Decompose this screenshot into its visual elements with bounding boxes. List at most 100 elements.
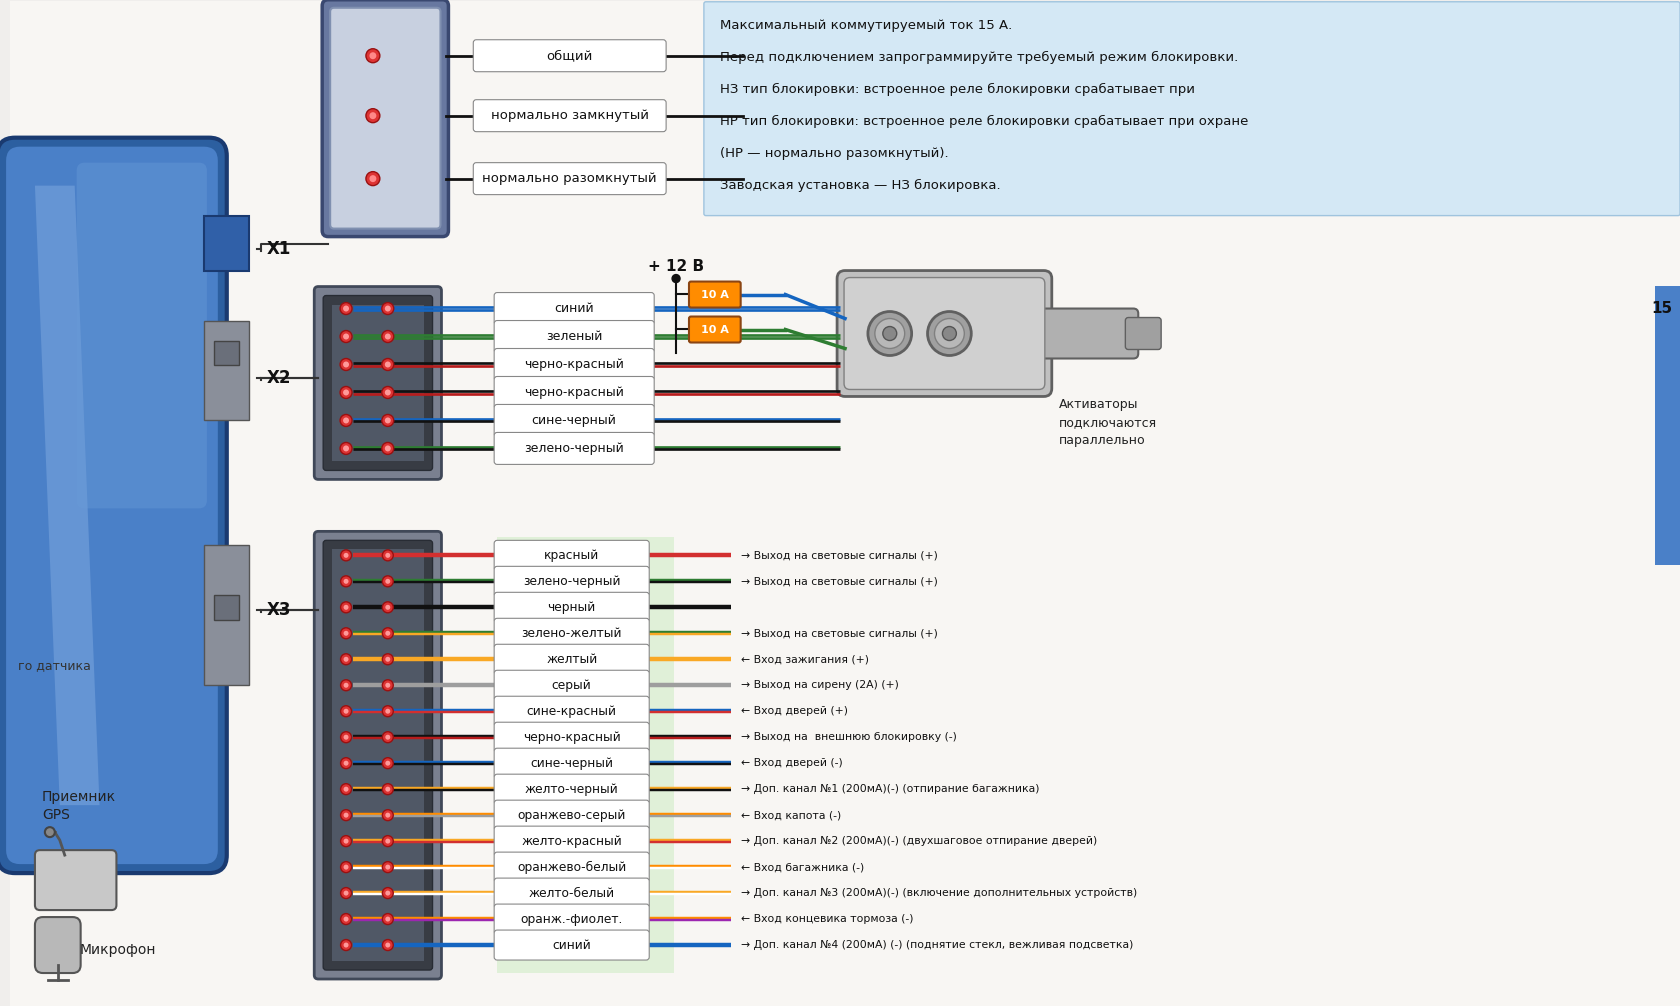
Text: + 12 В: + 12 В [647,259,704,274]
Text: → Выход на световые сигналы (+): → Выход на световые сигналы (+) [741,629,937,638]
Text: Заводская установка — НЗ блокировка.: Заводская установка — НЗ блокировка. [719,179,1000,192]
Circle shape [381,414,393,427]
Text: ← Вход капота (-): ← Вход капота (-) [741,810,840,820]
Circle shape [385,864,390,869]
Text: серый: серый [551,679,591,692]
FancyBboxPatch shape [494,878,648,908]
Text: → Выход на сирену (2А) (+): → Выход на сирену (2А) (+) [741,680,899,690]
FancyBboxPatch shape [494,321,654,352]
Text: оранж.-фиолет.: оранж.-фиолет. [521,912,623,926]
FancyBboxPatch shape [494,376,654,408]
Circle shape [385,916,390,921]
Circle shape [381,303,393,315]
Circle shape [343,813,348,818]
Circle shape [385,306,390,312]
FancyBboxPatch shape [474,163,665,194]
Circle shape [366,172,380,186]
Circle shape [339,358,351,370]
Circle shape [381,731,393,742]
FancyBboxPatch shape [837,271,1052,396]
Circle shape [381,386,393,398]
Text: сине-красный: сине-красный [526,705,617,717]
Polygon shape [35,186,99,805]
FancyBboxPatch shape [1038,309,1137,358]
Circle shape [341,940,351,951]
Circle shape [343,417,349,424]
Text: красный: красный [544,549,600,561]
Circle shape [341,731,351,742]
Circle shape [341,575,351,586]
Text: → Выход на  внешнюю блокировку (-): → Выход на внешнюю блокировку (-) [741,732,956,742]
Circle shape [385,389,390,395]
Circle shape [381,836,393,847]
Circle shape [341,913,351,925]
FancyBboxPatch shape [494,775,648,804]
Text: ← Вход дверей (-): ← Вход дверей (-) [741,759,842,769]
FancyBboxPatch shape [323,0,449,236]
Text: → Выход на световые сигналы (+): → Выход на световые сигналы (+) [741,576,937,586]
Text: зелено-желтый: зелено-желтый [521,627,622,640]
FancyBboxPatch shape [494,644,648,674]
Circle shape [385,361,390,367]
Text: нормально разомкнутый: нормально разомкнутый [482,172,657,185]
Circle shape [343,306,349,312]
Circle shape [381,602,393,613]
Circle shape [343,389,349,395]
Circle shape [381,628,393,639]
Circle shape [339,386,351,398]
Bar [203,545,249,685]
Text: Микрофон: Микрофон [79,943,156,957]
FancyBboxPatch shape [494,670,648,700]
Text: 10 А: 10 А [701,290,729,300]
Bar [333,305,423,462]
FancyBboxPatch shape [494,540,648,570]
Circle shape [343,657,348,662]
Text: Приемник
GPS: Приемник GPS [42,790,116,822]
Circle shape [385,787,390,792]
Text: зеленый: зеленый [546,330,601,343]
FancyBboxPatch shape [494,404,654,437]
Text: → Доп. канал №4 (200мА) (-) (поднятие стекл, вежливая подсветка): → Доп. канал №4 (200мА) (-) (поднятие ст… [741,940,1132,950]
Circle shape [343,734,348,739]
Circle shape [381,784,393,795]
FancyBboxPatch shape [474,40,665,71]
FancyBboxPatch shape [314,531,442,979]
FancyBboxPatch shape [494,348,654,380]
Circle shape [385,709,390,713]
Circle shape [343,916,348,921]
Text: желто-черный: желто-черный [524,783,618,796]
Circle shape [874,319,904,348]
FancyBboxPatch shape [494,748,648,779]
Text: желто-красный: желто-красный [521,835,622,848]
Circle shape [339,414,351,427]
Circle shape [385,605,390,610]
Circle shape [385,553,390,558]
Circle shape [370,175,376,182]
Circle shape [381,358,393,370]
Circle shape [341,836,351,847]
Circle shape [381,550,393,560]
Text: зелено-черный: зелено-черный [524,442,623,455]
FancyBboxPatch shape [494,433,654,465]
Text: 15: 15 [1650,301,1672,316]
FancyBboxPatch shape [0,138,227,873]
Circle shape [341,706,351,716]
Text: желтый: желтый [546,653,596,666]
Circle shape [385,813,390,818]
Circle shape [672,275,680,283]
FancyBboxPatch shape [494,904,648,934]
FancyBboxPatch shape [494,696,648,726]
Text: X2: X2 [267,369,291,387]
Text: 10 А: 10 А [701,325,729,335]
FancyBboxPatch shape [1124,318,1161,349]
Text: X1: X1 [267,239,291,258]
Circle shape [343,683,348,688]
Text: черно-красный: черно-красный [522,730,620,743]
Circle shape [343,553,348,558]
Text: оранжево-серый: оранжево-серый [517,809,625,822]
Circle shape [385,890,390,895]
FancyBboxPatch shape [494,566,648,597]
Text: → Выход на световые сигналы (+): → Выход на световые сигналы (+) [741,550,937,560]
Circle shape [385,334,390,339]
Circle shape [381,861,393,872]
